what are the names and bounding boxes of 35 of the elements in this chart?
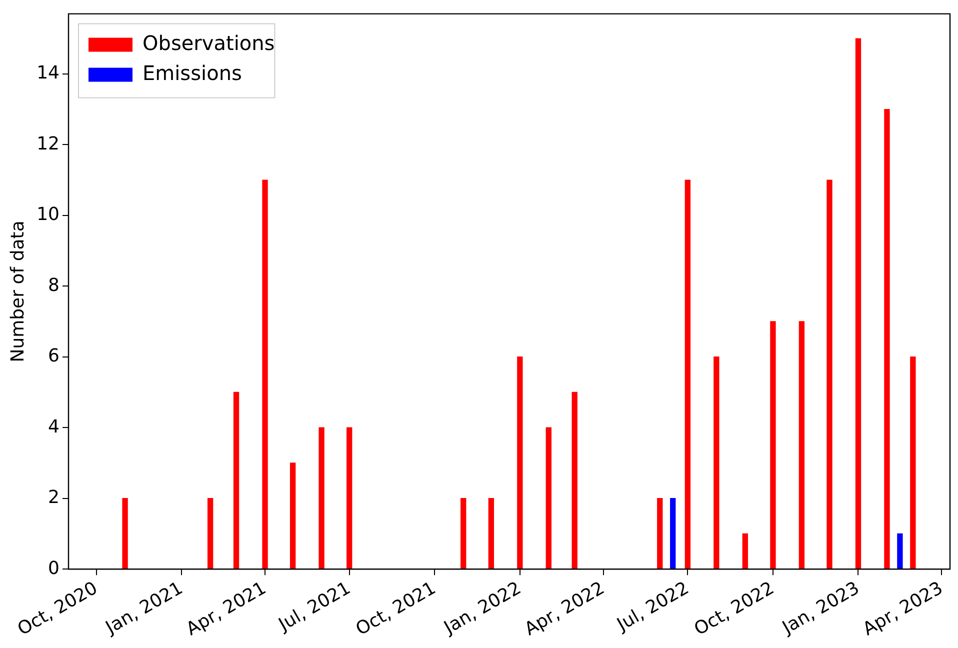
bar	[207, 498, 214, 569]
y-tick-label: 2	[48, 487, 60, 508]
y-tick-label: 0	[48, 558, 60, 579]
bar	[318, 427, 324, 569]
y-tick-label: 6	[48, 346, 60, 367]
bar	[572, 392, 578, 569]
bar	[290, 462, 296, 569]
bar	[460, 498, 466, 569]
bar	[346, 427, 352, 569]
y-axis-title: Number of data	[7, 220, 28, 362]
bar	[826, 180, 832, 569]
bar	[770, 321, 776, 569]
bar	[897, 533, 903, 569]
bar	[884, 108, 890, 569]
y-tick-label: 14	[36, 62, 60, 84]
bar	[657, 498, 663, 569]
bar	[488, 498, 494, 569]
bar	[233, 392, 240, 569]
y-tick-label: 8	[48, 274, 60, 296]
bar	[262, 180, 268, 569]
bar	[742, 533, 748, 569]
legend-label: Emissions	[142, 61, 242, 86]
bar	[546, 427, 552, 569]
y-tick-label: 4	[48, 416, 60, 438]
y-tick-label: 12	[36, 133, 60, 154]
bar	[122, 498, 128, 569]
bar	[684, 180, 691, 569]
y-tick-label: 10	[36, 204, 60, 226]
bar	[910, 356, 916, 569]
bar	[517, 356, 523, 569]
bar	[714, 356, 720, 569]
bar	[670, 498, 676, 569]
bar	[855, 38, 862, 569]
legend-label: Observations	[142, 31, 275, 56]
bar	[798, 321, 805, 569]
